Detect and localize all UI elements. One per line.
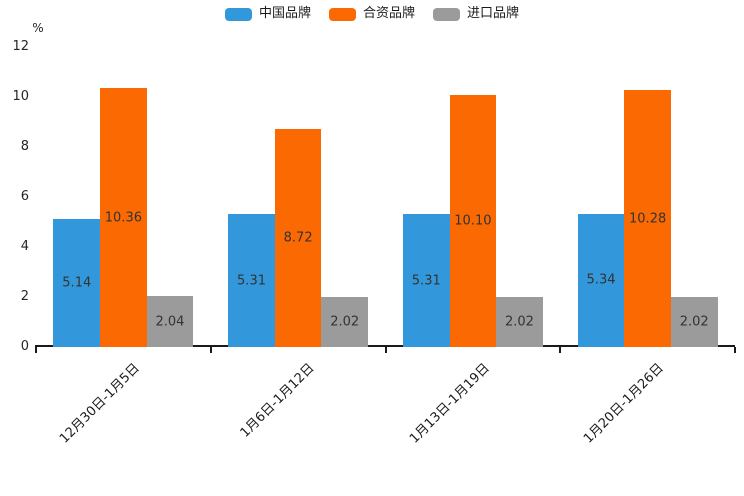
bar-value-label: 5.31 — [411, 273, 441, 289]
y-tick-label: 4 — [20, 239, 29, 254]
y-tick-label: 0 — [20, 339, 29, 354]
bar-value-label: 2.02 — [679, 314, 709, 330]
bar-value-label: 10.10 — [454, 213, 492, 229]
bar-series1-group4[interactable] — [577, 213, 625, 347]
x-tick-label: 1月6日-1月12日 — [237, 360, 318, 441]
bar-value-label: 8.72 — [283, 230, 313, 246]
bar-value-label: 5.34 — [586, 272, 616, 288]
legend: 中国品牌 合资品牌 进口品牌 — [0, 6, 744, 22]
bar-series2-group3[interactable] — [449, 94, 497, 347]
y-tick-label: 6 — [20, 189, 29, 204]
x-axis-tick — [559, 347, 562, 353]
bar-value-label: 5.31 — [237, 273, 266, 289]
bar-series3-group2[interactable] — [321, 296, 369, 347]
legend-swatch-imported-brand-icon — [433, 7, 460, 21]
x-tick-label: 1月13日-1月19日 — [406, 360, 493, 447]
x-tick-label: 12月30日-1月5日 — [57, 360, 143, 447]
x-tick-label: 1月20日-1月26日 — [581, 360, 668, 447]
y-tick-label: 2 — [20, 289, 29, 304]
bar-series3-group1[interactable] — [146, 296, 194, 347]
bar-series1-group2[interactable] — [228, 214, 275, 347]
legend-item-joint-venture-brand[interactable]: 合资品牌 — [328, 6, 415, 22]
bar-value-label: 2.04 — [155, 314, 185, 329]
bar-series2-group4[interactable] — [624, 90, 671, 347]
bar-value-label: 2.02 — [504, 314, 534, 330]
x-axis-tick — [734, 347, 736, 353]
legend-item-imported-brand[interactable]: 进口品牌 — [433, 6, 519, 22]
y-tick-label: 8 — [20, 139, 29, 154]
bar-series1-group1[interactable] — [53, 218, 101, 347]
bar-value-label: 2.02 — [330, 314, 360, 330]
bar-value-label: 5.14 — [62, 275, 92, 291]
legend-item-china-brand[interactable]: 中国品牌 — [224, 6, 311, 22]
x-axis-tick — [209, 347, 212, 353]
bar-series1-group3[interactable] — [402, 214, 450, 347]
x-axis-tick — [384, 347, 387, 353]
legend-label: 合资品牌 — [362, 6, 415, 21]
legend-swatch-joint-venture-brand-icon — [328, 7, 356, 21]
bar-value-label: 10.36 — [104, 210, 142, 225]
bar-series3-group4[interactable] — [670, 296, 718, 347]
x-axis-tick — [35, 347, 37, 353]
bar-series3-group3[interactable] — [496, 296, 543, 347]
y-axis-unit-label: % — [32, 21, 44, 35]
legend-label: 进口品牌 — [467, 6, 520, 21]
y-tick-label: 10 — [12, 89, 29, 104]
bar-series2-group2[interactable] — [274, 129, 322, 347]
legend-label: 中国品牌 — [258, 6, 311, 21]
legend-swatch-china-brand-icon — [224, 7, 252, 21]
bar-value-label: 10.28 — [629, 211, 667, 226]
x-axis-line — [35, 345, 735, 347]
y-tick-label: 12 — [12, 39, 29, 54]
bar-series2-group1[interactable] — [100, 88, 147, 347]
